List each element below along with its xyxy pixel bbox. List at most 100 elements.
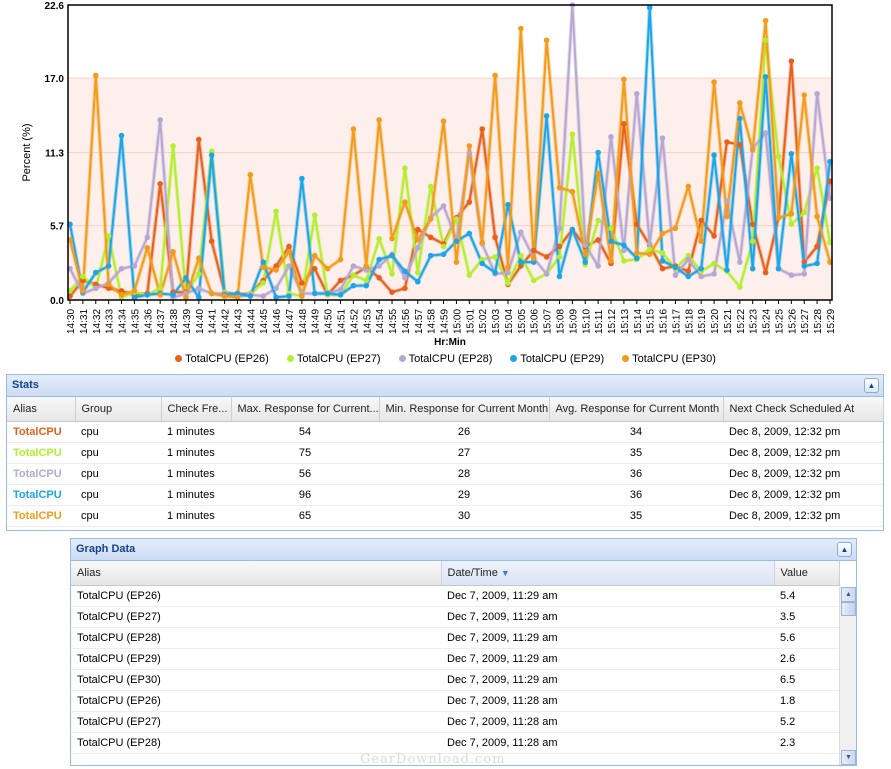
data-point [260,264,267,271]
graph-value-cell: 1.8 [774,690,839,712]
data-point [749,221,756,228]
data-point [337,286,344,293]
data-point [273,285,279,292]
legend-label: TotalCPU (EP26) [185,353,269,365]
data-point [427,183,434,190]
x-tick-label: 14:51 [337,309,348,334]
data-point [157,291,163,298]
col-header-alias[interactable]: Alias [7,397,76,422]
stats-avg-cell: 35 [549,442,723,464]
table-row[interactable]: TotalCPU cpu 1 minutes 65 30 35 Dec 8, 2009, 1… [7,505,883,527]
x-tick-label: 14:39 [182,309,193,334]
graph-alias-cell: TotalCPU (EP28) [71,627,441,649]
table-row[interactable]: TotalCPU cpu 1 minutes 54 26 34 Dec 8, 2009, 1… [7,421,883,443]
stats-alias-cell: TotalCPU [7,484,75,506]
data-point [350,272,357,278]
data-point [414,278,421,285]
data-point [170,248,176,255]
data-point [105,263,112,269]
data-point [518,263,524,269]
table-row[interactable]: TotalCPU cpu 1 minutes 56 28 36 Dec 8, 2009, 1… [7,463,883,485]
data-point [466,151,473,157]
col-header-alias[interactable]: Alias [71,561,442,586]
data-point [646,4,653,11]
data-point [582,251,589,258]
col-header-min-response[interactable]: Min. Response for Current Month [379,397,550,422]
data-point [737,141,743,148]
col-header-group[interactable]: Group [75,397,162,422]
table-row[interactable]: TotalCPU (EP29) Dec 7, 2009, 11:29 am 2.6 [71,648,839,670]
table-row[interactable]: TotalCPU cpu 1 minutes 96 29 36 Dec 8, 2009, 1… [7,484,883,506]
table-row[interactable]: TotalCPU (EP28) Dec 7, 2009, 11:28 am 2.3 [71,732,839,754]
data-point [196,255,202,262]
legend-marker-icon [398,355,406,362]
data-point [427,252,434,259]
legend-item[interactable]: TotalCPU (EP29) [510,353,604,365]
data-point [144,244,151,251]
legend-item[interactable]: TotalCPU (EP28) [398,353,492,365]
scrollbar-thumb[interactable] [841,602,856,616]
col-header-datetime[interactable]: Date/Time ▼ [441,561,775,586]
graph-value-cell: 3.5 [774,606,839,628]
data-point [118,291,125,298]
stats-table: Alias Group Check Fre... Max. Response f… [7,397,884,527]
scroll-up-icon[interactable]: ▲ [841,587,856,602]
x-tick-label: 14:53 [362,309,373,334]
stats-min-cell: 29 [379,484,549,506]
collapse-icon[interactable]: ▲ [837,542,852,557]
stats-group-cell: cpu [75,442,161,464]
series-line [69,6,831,299]
data-point [337,256,344,263]
data-point [479,126,486,132]
scroll-down-icon[interactable]: ▼ [841,750,856,765]
data-point [530,255,537,262]
data-point [672,264,679,271]
data-point [518,229,524,235]
data-point [286,263,292,269]
table-row[interactable]: TotalCPU (EP26) Dec 7, 2009, 11:28 am 1.8 [71,690,839,712]
data-point [92,285,99,292]
vertical-scrollbar[interactable]: ▲ ▼ [839,587,856,765]
y-tick-label: 0.0 [50,296,64,307]
data-point [92,72,99,79]
col-header-max-response[interactable]: Max. Response for Current... [231,397,380,422]
data-point [402,199,408,205]
legend-item[interactable]: TotalCPU (EP26) [175,353,269,365]
data-point [260,259,267,265]
col-header-value[interactable]: Value [774,561,840,586]
col-header-check-frequency[interactable]: Check Fre... [161,397,232,422]
stats-alias-cell: TotalCPU [7,505,75,527]
x-tick-label: 15:11 [594,309,605,334]
stats-max-cell: 75 [231,442,379,464]
data-point [518,259,524,265]
data-point [299,280,305,286]
legend-item[interactable]: TotalCPU (EP30) [622,353,716,365]
data-point [582,259,589,265]
table-row[interactable]: TotalCPU (EP27) Dec 7, 2009, 11:28 am 5.2 [71,711,839,733]
collapse-icon[interactable]: ▲ [864,378,879,393]
data-point [208,148,215,154]
table-row[interactable]: TotalCPU (EP26) Dec 7, 2009, 11:29 am 5.4 [71,585,839,607]
data-point [131,263,138,269]
data-point [685,273,692,280]
data-point [698,238,704,245]
x-tick-label: 15:05 [517,309,528,334]
graph-datetime-cell: Dec 7, 2009, 11:29 am [441,585,774,607]
col-header-avg-response[interactable]: Avg. Response for Current Month [549,397,724,422]
data-point [311,212,318,218]
col-header-next-check[interactable]: Next Check Scheduled At [723,397,884,422]
legend-item[interactable]: TotalCPU (EP27) [286,353,381,365]
data-point [440,243,447,250]
graph-datetime-cell: Dec 7, 2009, 11:29 am [441,606,774,628]
graph-value-cell: 5.4 [774,585,839,607]
data-point [775,265,782,272]
data-point [801,263,808,269]
data-point [814,90,820,97]
x-tick-label: 15:17 [671,309,682,334]
table-row[interactable]: TotalCPU cpu 1 minutes 75 27 35 Dec 8, 2009, 1… [7,442,883,464]
data-point [582,242,589,248]
x-tick-label: 15:27 [800,309,811,334]
table-row[interactable]: TotalCPU (EP28) Dec 7, 2009, 11:29 am 5.6 [71,627,839,649]
table-row[interactable]: TotalCPU (EP30) Dec 7, 2009, 11:29 am 6.5 [71,669,839,691]
table-row[interactable]: TotalCPU (EP27) Dec 7, 2009, 11:29 am 3.5 [71,606,839,628]
